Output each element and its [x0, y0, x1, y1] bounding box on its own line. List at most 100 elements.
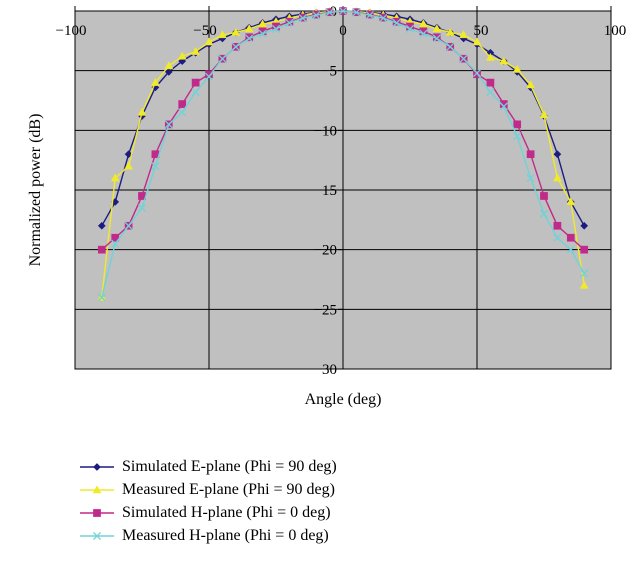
legend-label: Measured E-plane (Phi = 90 deg): [122, 480, 335, 498]
data-point-triangle: [472, 37, 482, 46]
data-point-triangle: [512, 64, 522, 73]
y-tick-label: −30: [314, 362, 337, 378]
x-tick-label: −100: [56, 23, 87, 39]
x-axis-label: Angle (deg): [305, 391, 382, 408]
legend-item: Measured H-plane (Phi = 0 deg): [78, 524, 337, 547]
y-tick-label: −5: [321, 64, 337, 80]
data-point-x: [312, 11, 321, 20]
legend: Simulated E-plane (Phi = 90 deg) Measured…: [78, 455, 337, 547]
data-point-square: [97, 245, 106, 254]
data-point-x: [137, 203, 147, 212]
data-point-x: [499, 102, 508, 111]
data-point-x: [352, 8, 361, 17]
data-point-x: [178, 108, 187, 117]
data-point-square: [513, 120, 522, 129]
x-tick-labels: −100 −50 0 50 100: [56, 23, 627, 39]
data-point-triangle: [499, 56, 509, 65]
data-point-x: [539, 209, 549, 218]
data-point-triangle: [124, 161, 134, 170]
data-point-square: [272, 22, 280, 31]
data-point-x: [204, 72, 214, 81]
data-point-square: [566, 233, 575, 242]
legend-label: Measured H-plane (Phi = 0 deg): [122, 526, 329, 544]
data-point-triangle: [204, 37, 214, 46]
x-tick-label: 100: [604, 23, 627, 39]
data-point-x: [379, 14, 388, 23]
data-point-square: [191, 78, 200, 87]
data-point-x: [97, 293, 106, 302]
legend-marker-triangle: [92, 484, 102, 493]
data-point-diamond: [580, 221, 589, 230]
y-tick-label: −10: [314, 123, 337, 139]
data-point-x: [245, 34, 254, 43]
data-point-x: [338, 6, 348, 16]
data-point-triangle: [231, 27, 241, 36]
data-point-triangle: [191, 46, 201, 55]
data-point-triangle: [418, 19, 428, 28]
legend-swatch-triangle: [80, 484, 114, 493]
legend-swatch-square: [80, 508, 114, 517]
data-point-x: [258, 29, 267, 38]
data-point-square: [553, 221, 562, 230]
data-point-x: [486, 88, 495, 97]
data-point-square: [406, 22, 414, 31]
data-point-square: [258, 27, 267, 36]
data-point-square: [178, 100, 187, 108]
data-point-diamond: [124, 150, 133, 159]
data-point-square: [486, 78, 495, 87]
data-point-x: [526, 174, 535, 183]
data-point-x: [580, 269, 589, 278]
series-layer: [97, 6, 589, 302]
data-point-triangle: [150, 77, 160, 86]
data-point-triangle: [485, 52, 495, 61]
data-point-x: [325, 8, 334, 17]
data-point-x: [365, 11, 374, 20]
y-tick-label: −15: [314, 183, 337, 199]
data-point-x: [111, 239, 120, 248]
x-tick-label: 50: [474, 23, 489, 39]
data-point-triangle: [217, 30, 227, 39]
data-point-x: [164, 120, 173, 129]
data-point-x: [472, 68, 482, 78]
data-point-square: [419, 27, 428, 36]
legend-swatch-x: [80, 531, 114, 540]
data-point-diamond: [97, 221, 106, 230]
data-point-x: [124, 221, 133, 230]
y-axis-label: Normalized power (dB): [27, 114, 44, 267]
legend-marker-diamond: [93, 462, 101, 471]
data-point-x: [459, 54, 468, 63]
legend-swatch-diamond: [80, 462, 114, 471]
data-point-x: [298, 14, 307, 23]
data-point-triangle: [110, 173, 120, 182]
data-point-x: [513, 132, 522, 141]
data-point-square: [526, 150, 535, 159]
data-point-triangle: [445, 27, 455, 36]
legend-marker-x: [92, 531, 102, 540]
chart: 0 −5 −10 −15 −20 −25 −30 −100 −50 0 50 100 Angle (…: [27, 4, 627, 408]
data-point-x: [553, 233, 562, 242]
data-point-triangle: [526, 80, 536, 89]
data-point-triangle: [258, 19, 268, 28]
data-point-triangle: [579, 280, 589, 289]
data-point-triangle: [164, 61, 174, 70]
data-point-triangle: [552, 173, 562, 182]
legend-marker-square: [93, 508, 101, 517]
data-point-square: [205, 70, 213, 79]
legend-item: Simulated E-plane (Phi = 90 deg): [78, 455, 337, 478]
data-point-diamond: [553, 150, 562, 159]
data-point-x: [271, 24, 281, 33]
data-point-x: [151, 162, 160, 171]
data-point-x: [285, 18, 294, 27]
x-tick-label: −50: [193, 23, 216, 39]
data-point-x: [231, 42, 240, 51]
data-point-triangle: [432, 24, 442, 33]
y-tick-label: −25: [314, 302, 337, 318]
legend-label: Simulated E-plane (Phi = 90 deg): [122, 457, 337, 475]
data-point-x: [419, 29, 428, 38]
y-tick-label: −20: [314, 243, 337, 259]
data-point-triangle: [539, 110, 549, 119]
legend-item: Simulated H-plane (Phi = 0 deg): [78, 501, 337, 524]
data-point-triangle: [566, 197, 576, 206]
data-point-x: [392, 18, 401, 27]
legend-item: Measured E-plane (Phi = 90 deg): [78, 478, 337, 501]
